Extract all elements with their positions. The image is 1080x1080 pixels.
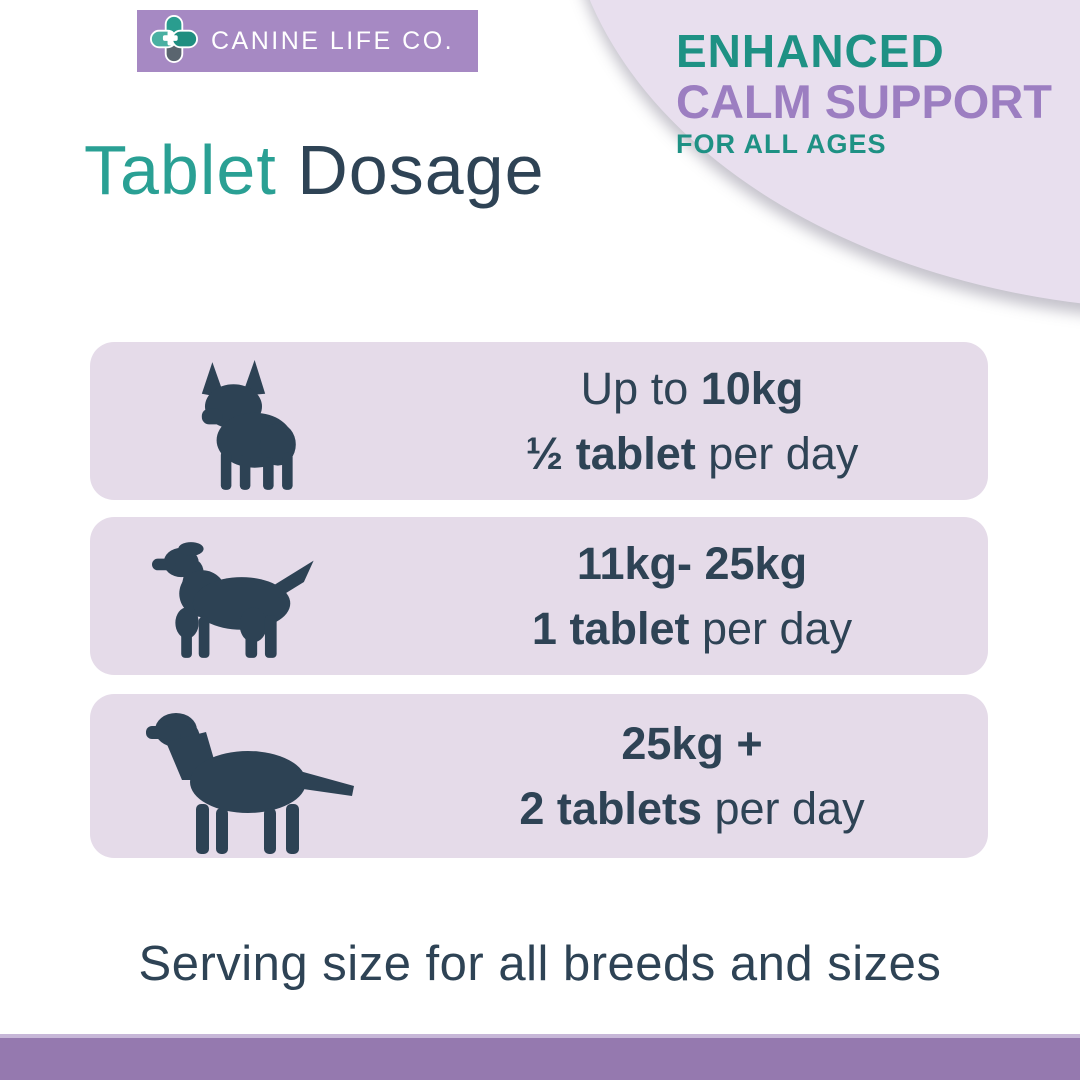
dose-text: Up to 10kg ½ tablet per day bbox=[420, 356, 964, 487]
dose-row-medium-dog: 11kg- 25kg 1 tablet per day bbox=[90, 517, 988, 675]
dose-row-small-dog: Up to 10kg ½ tablet per day bbox=[90, 342, 988, 500]
weight-range: 11kg- 25kg bbox=[576, 537, 808, 589]
badge-line-for-all-ages: FOR ALL AGES bbox=[676, 129, 887, 159]
title-word-tablet: Tablet bbox=[84, 131, 277, 209]
dose-amount: 2 tablets per day bbox=[519, 783, 865, 834]
small-dog-icon bbox=[184, 360, 302, 492]
dose-amount: ½ tablet per day bbox=[525, 428, 859, 479]
footer-bar bbox=[0, 1034, 1080, 1080]
badge-line-enhanced: ENHANCED bbox=[676, 25, 945, 77]
brand-name: CANINE LIFE CO. bbox=[211, 26, 455, 55]
medium-dog-icon bbox=[152, 539, 337, 661]
weight-range: Up to 10kg bbox=[580, 362, 804, 414]
dose-text: 11kg- 25kg 1 tablet per day bbox=[420, 531, 964, 662]
title-word-dosage: Dosage bbox=[276, 131, 545, 209]
dose-row-large-dog: 25kg + 2 tablets per day bbox=[90, 694, 988, 858]
weight-range: 25kg + bbox=[621, 717, 763, 769]
dose-amount: 1 tablet per day bbox=[531, 603, 853, 654]
calm-support-badge: ENHANCED CALM SUPPORT FOR ALL AGES bbox=[676, 28, 1052, 158]
medical-cross-icon bbox=[150, 14, 198, 68]
badge-line-calm-support: CALM SUPPORT bbox=[676, 75, 1052, 128]
large-dog-icon bbox=[146, 706, 361, 856]
serving-note: Serving size for all breeds and sizes bbox=[138, 937, 942, 991]
dose-text: 25kg + 2 tablets per day bbox=[420, 711, 964, 842]
brand-banner: CANINE LIFE CO. bbox=[137, 10, 478, 72]
page-title: Tablet Dosage bbox=[84, 130, 545, 210]
